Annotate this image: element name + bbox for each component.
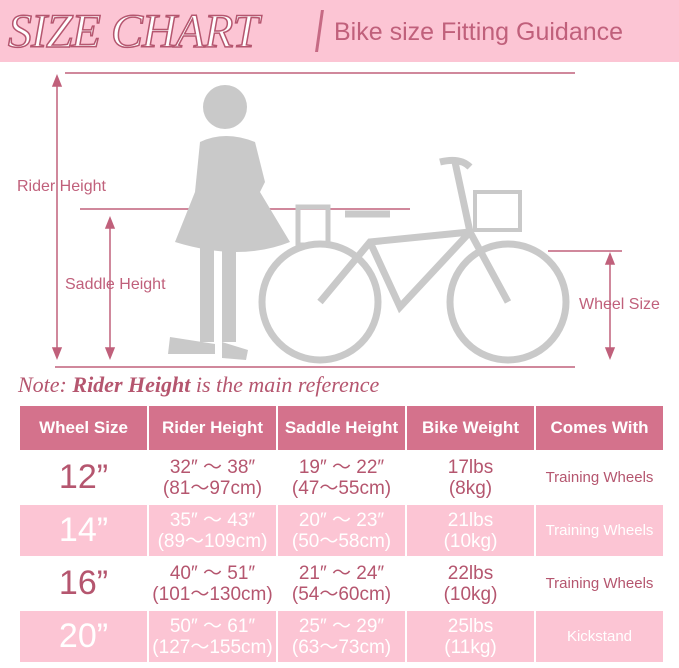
bike-weight: 22lbs (10kg) — [443, 562, 498, 605]
saddle-height: 20″ ～ 23″ (50～58cm) — [278, 505, 405, 556]
table-row: 16” 40″ ～ 51″ (101～130cm) 21″ ～ 24″ (54～60… — [20, 558, 663, 609]
header-rider-height: Rider Height — [149, 406, 276, 450]
rider-height: 40″ ～ 51″ (101～130cm) — [152, 562, 273, 605]
comes-with: Training Wheels — [545, 575, 654, 592]
header-comes-with: Comes With — [536, 406, 663, 450]
saddle-height-label: Saddle Height — [65, 276, 166, 293]
header-bike-weight: Bike Weight — [407, 406, 534, 450]
girl-silhouette — [168, 85, 290, 360]
header-saddle-height: Saddle Height — [278, 406, 405, 450]
wheel-size: 12” — [58, 458, 109, 496]
rider-height: 35″ ～ 43″ (89～109cm) — [149, 505, 276, 556]
wheel-size: 20” — [20, 611, 147, 662]
wheel-size: 16” — [58, 564, 109, 602]
rider-height-label: Rider Height — [17, 178, 106, 195]
saddle-height: 25″ ～ 29″ (63～73cm) — [278, 611, 405, 662]
comes-with: Kickstand — [536, 611, 663, 662]
bike-weight: 21lbs (10kg) — [407, 505, 534, 556]
note: Note: Rider Height is the main reference — [18, 372, 380, 397]
size-table: Wheel Size Rider Height Saddle Height Bi… — [18, 404, 665, 664]
wheel-size-label: Wheel Size — [579, 296, 660, 313]
comes-with: Training Wheels — [536, 505, 663, 556]
header-band: SIZE CHART Bike size Fitting Guidance — [0, 0, 679, 62]
rider-height: 32″ ～ 38″ (81～97cm) — [162, 456, 263, 499]
subtitle: Bike size Fitting Guidance — [334, 18, 624, 46]
saddle-height: 21″ ～ 24″ (54～60cm) — [291, 562, 392, 605]
table-row: 12” 32″ ～ 38″ (81～97cm) 19″ ～ 22″ (47～55cm… — [20, 452, 663, 503]
divider — [315, 10, 324, 52]
rider-height: 50″ ～ 61″ (127～155cm) — [149, 611, 276, 662]
table-row: 20” 50″ ～ 61″ (127～155cm) 25″ ～ 29″ (63～73… — [20, 611, 663, 662]
saddle-height: 19″ ～ 22″ (47～55cm) — [291, 456, 392, 499]
measure-lines — [51, 72, 622, 368]
bike-weight: 17lbs (8kg) — [447, 456, 494, 499]
bike-silhouette — [258, 156, 570, 364]
wheel-size: 14” — [20, 505, 147, 556]
bike-weight: 25lbs (11kg) — [407, 611, 534, 662]
comes-with: Training Wheels — [545, 469, 654, 486]
table-row: 14” 35″ ～ 43″ (89～109cm) 20″ ～ 23″ (50～58c… — [20, 505, 663, 556]
table-header: Wheel Size Rider Height Saddle Height Bi… — [20, 406, 663, 450]
header-wheel-size: Wheel Size — [20, 406, 147, 450]
fitting-diagram — [51, 72, 622, 368]
size-chart-title: SIZE CHART — [7, 4, 260, 59]
